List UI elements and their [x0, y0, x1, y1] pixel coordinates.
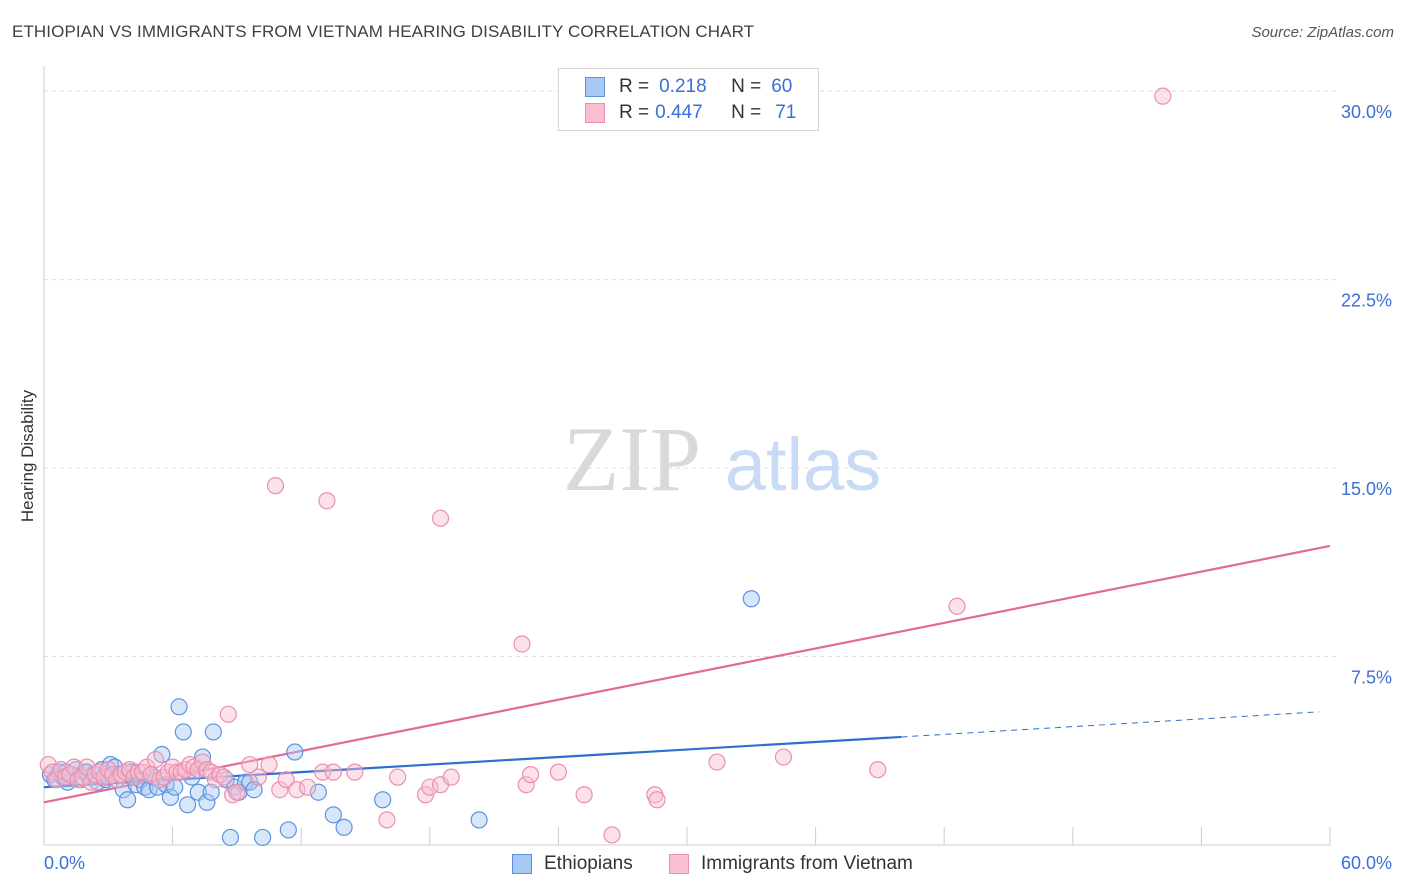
point-vietnam: [521, 766, 540, 784]
trend-line-extension-ethiopians: [901, 711, 1320, 738]
point-vietnam: [346, 763, 364, 781]
point-vietnam: [260, 755, 278, 774]
point-ethiopians: [335, 818, 353, 837]
point-vietnam: [299, 778, 317, 796]
point-ethiopians: [742, 590, 760, 608]
point-vietnam: [421, 778, 439, 796]
legend-row-ethiopians: R = 0.218 N = 60: [585, 74, 792, 100]
source-label: Source: ZipAtlas.com: [1251, 24, 1394, 41]
trend-lines: [43, 544, 1331, 804]
x-tick-label: 60.0%: [1341, 853, 1392, 873]
chart-title: ETHIOPIAN VS IMMIGRANTS FROM VIETNAM HEA…: [12, 22, 755, 41]
legend-row-vietnam: R = 0.447 N = 71: [585, 100, 796, 126]
point-ethiopians: [470, 811, 488, 829]
point-vietnam: [277, 771, 295, 789]
legend-item-ethiopians: Ethiopians: [512, 852, 633, 876]
point-vietnam: [869, 761, 887, 779]
point-ethiopians: [114, 781, 132, 799]
point-vietnam: [219, 705, 237, 723]
legend-r-label: R =: [619, 102, 650, 123]
watermark-atlas: atlas: [725, 423, 881, 506]
watermark-zip: ZIP: [563, 408, 701, 510]
tick-labels: 7.5% 15.0% 22.5% 30.0% 0.0% 60.0%: [44, 102, 1392, 873]
point-vietnam: [215, 768, 233, 786]
legend-item-vietnam: Immigrants from Vietnam: [669, 852, 913, 876]
point-vietnam: [708, 753, 726, 771]
legend-r-value: 0.447: [655, 102, 703, 123]
legend-r-value: 0.218: [659, 76, 707, 97]
point-ethiopians: [174, 723, 192, 741]
point-vietnam: [389, 768, 407, 786]
legend-n-label: N =: [731, 76, 762, 97]
point-vietnam: [249, 768, 267, 786]
legend-swatch-vietnam: [669, 854, 689, 874]
point-vietnam: [1154, 87, 1172, 105]
legend-n-value: 60: [771, 76, 793, 97]
point-ethiopians: [286, 743, 304, 761]
point-vietnam: [129, 763, 147, 781]
point-vietnam: [146, 750, 165, 769]
legend-label-vietnam: Immigrants from Vietnam: [701, 853, 913, 874]
point-vietnam: [442, 768, 460, 786]
y-tick-label: 22.5%: [1341, 291, 1392, 311]
y-tick-label: 15.0%: [1341, 479, 1392, 499]
point-vietnam: [324, 763, 342, 781]
legend-swatch-vietnam: [585, 103, 605, 123]
point-ethiopians: [161, 788, 180, 806]
data-points: [39, 87, 1172, 847]
point-ethiopians: [254, 828, 272, 847]
point-ethiopians: [198, 793, 216, 811]
watermark: ZIP atlas: [563, 408, 881, 510]
legend-n-value: 71: [775, 102, 797, 123]
point-vietnam: [378, 811, 396, 829]
point-vietnam: [648, 791, 666, 809]
point-ethiopians: [166, 778, 184, 796]
point-vietnam: [517, 776, 535, 794]
correlation-legend: R = 0.218 N = 60 R = 0.447 N = 71: [558, 68, 819, 131]
point-vietnam: [266, 477, 285, 495]
legend-label-ethiopians: Ethiopians: [544, 853, 633, 874]
point-vietnam: [948, 597, 966, 615]
point-ethiopians: [170, 698, 188, 716]
y-tick-label: 30.0%: [1341, 102, 1392, 122]
point-vietnam: [513, 635, 531, 653]
point-vietnam: [271, 781, 289, 799]
legend-n-label: N =: [731, 102, 762, 123]
point-vietnam: [73, 768, 92, 786]
trend-line-ethiopians: [43, 735, 902, 789]
legend-r-label: R =: [619, 76, 650, 97]
point-vietnam: [228, 783, 246, 801]
axes: [43, 66, 1331, 846]
point-vietnam: [575, 786, 593, 804]
point-vietnam: [241, 755, 259, 774]
point-ethiopians: [324, 806, 342, 824]
point-vietnam: [774, 748, 793, 766]
point-ethiopians: [309, 783, 327, 801]
point-vietnam: [603, 826, 621, 844]
point-ethiopians: [204, 723, 222, 741]
point-vietnam: [318, 492, 336, 510]
trend-line-vietnam: [43, 544, 1331, 804]
legend-swatch-ethiopians: [512, 854, 532, 874]
y-axis-label: Hearing Disability: [18, 389, 37, 523]
point-vietnam: [288, 781, 306, 799]
point-vietnam: [431, 509, 450, 527]
point-ethiopians: [279, 821, 297, 839]
gridlines: [44, 90, 1338, 658]
point-vietnam: [549, 763, 568, 781]
point-ethiopians: [118, 791, 137, 809]
y-tick-label: 7.5%: [1351, 668, 1392, 688]
point-ethiopians: [179, 796, 197, 814]
point-ethiopians: [221, 828, 240, 847]
legend-swatch-ethiopians: [585, 77, 605, 97]
point-ethiopians: [374, 791, 392, 809]
x-tick-label: 0.0%: [44, 853, 85, 873]
